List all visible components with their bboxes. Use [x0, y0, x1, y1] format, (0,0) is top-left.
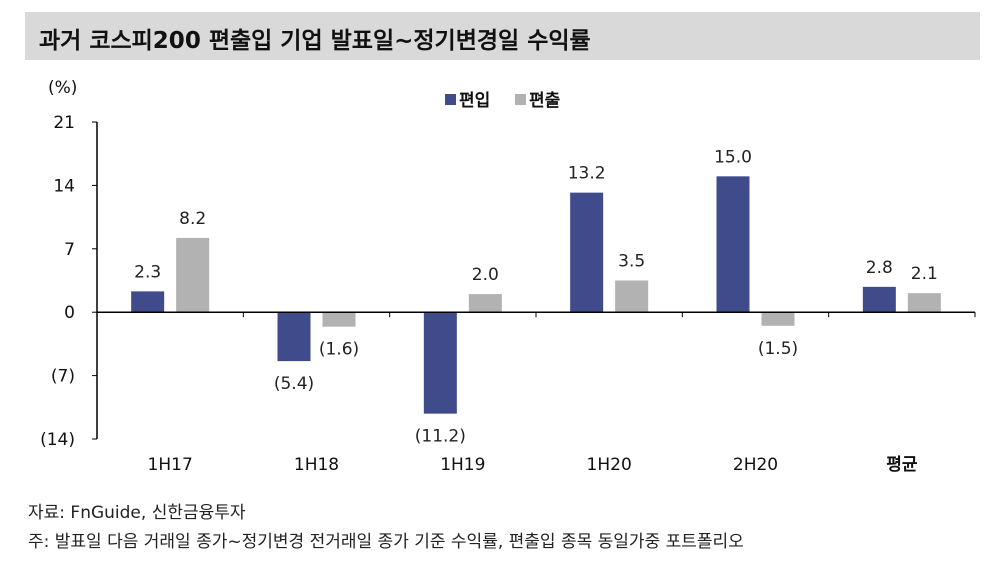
x-tick-label: 1H19	[440, 455, 485, 475]
bar-편출	[322, 312, 356, 327]
bar-편입	[716, 176, 750, 313]
y-tick-label: 21	[53, 113, 75, 133]
data-label: 3.5	[618, 252, 645, 272]
title-bar: 과거 코스피200 편출입 기업 발표일~정기변경일 수익률	[25, 12, 980, 60]
bar-편출	[615, 280, 649, 313]
bar-편입	[277, 312, 311, 362]
bar-편입	[131, 291, 165, 313]
x-tick-label: 1H18	[294, 455, 339, 475]
bar-편입	[570, 192, 604, 313]
bar-편입	[423, 312, 457, 414]
note-text: 주: 발표일 다음 거래일 종가~정기변경 전거래일 종가 기준 수익률, 편출…	[28, 532, 744, 552]
data-label: 8.2	[179, 209, 206, 229]
x-tick-label: 2H20	[733, 455, 778, 475]
bar-편출	[176, 237, 210, 313]
y-tick-label: (7)	[51, 367, 75, 387]
x-tick-label: 1H20	[587, 455, 632, 475]
data-label: 15.0	[714, 147, 752, 167]
data-label: 2.0	[472, 265, 499, 285]
bar-편입	[862, 286, 896, 313]
data-label: (1.5)	[758, 339, 798, 359]
data-label: (11.2)	[415, 427, 466, 447]
data-label: 2.3	[134, 262, 161, 282]
y-tick-label: 7	[64, 240, 75, 260]
bar-편출	[468, 294, 502, 313]
legend-swatch	[515, 94, 526, 105]
y-axis-unit: (%)	[48, 78, 77, 98]
legend-label: 편입	[459, 91, 490, 111]
data-label: 13.2	[568, 164, 606, 184]
y-tick-label: (14)	[40, 430, 75, 450]
legend-swatch	[445, 94, 456, 105]
legend-label: 편출	[529, 91, 561, 111]
data-label: 2.8	[866, 258, 893, 278]
x-tick-label: 평균	[886, 455, 918, 475]
x-tick-label: 1H17	[148, 455, 193, 475]
y-tick-label: 0	[64, 303, 75, 323]
chart-title: 과거 코스피200 편출입 기업 발표일~정기변경일 수익률	[39, 28, 591, 54]
data-label: (5.4)	[274, 374, 314, 394]
data-label: (1.6)	[319, 340, 359, 360]
y-tick-label: 14	[53, 176, 75, 196]
bar-편출	[761, 312, 795, 326]
data-label: 2.1	[911, 264, 938, 284]
bar-편출	[907, 293, 941, 313]
source-text: 자료: FnGuide, 신한금융투자	[28, 503, 246, 523]
